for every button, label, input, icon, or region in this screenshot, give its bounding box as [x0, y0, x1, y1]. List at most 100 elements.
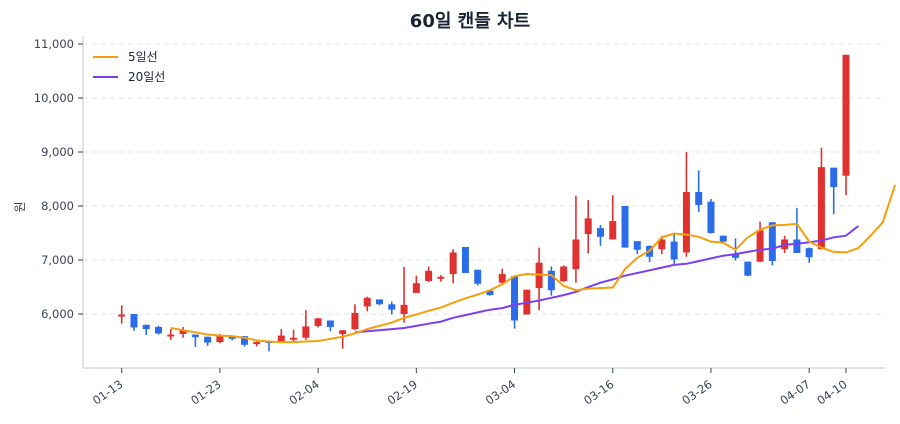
candle-body [744, 261, 752, 276]
candle-body [240, 336, 248, 345]
candle [498, 268, 506, 284]
candle-body [142, 324, 150, 330]
candle [756, 221, 764, 263]
x-tick-label: 01-23 [188, 377, 223, 408]
candle-body [363, 297, 371, 307]
candle [277, 329, 285, 343]
candle [830, 167, 838, 215]
x-tick-label: 04-07 [777, 377, 812, 408]
candle [609, 195, 617, 240]
candle [351, 304, 359, 331]
candle [511, 276, 519, 329]
grid-lines [83, 43, 885, 315]
x-tick-label: 02-04 [286, 377, 321, 408]
candle [376, 299, 384, 306]
candle [572, 195, 580, 283]
candle-body [179, 330, 187, 334]
candle [621, 206, 629, 248]
candle [253, 341, 261, 347]
candle [204, 336, 212, 346]
candle [805, 247, 813, 263]
candle [817, 147, 825, 250]
candle-body [204, 336, 212, 343]
candle [842, 54, 850, 196]
y-axis-ticks: 6,000 7,000 8,000 9,000 10,000 11,000 [34, 37, 83, 321]
candle [596, 224, 604, 246]
candle [560, 265, 568, 283]
x-tick-label: 01-13 [90, 377, 125, 408]
candle-body [695, 191, 703, 205]
candle [547, 266, 555, 296]
axes [82, 36, 885, 369]
candle-body [793, 239, 801, 253]
candle-body [842, 54, 850, 176]
candle [130, 314, 138, 331]
candle-body [228, 336, 236, 339]
candle-body [425, 270, 433, 282]
candle-body [560, 266, 568, 282]
legend: 5일선 20일선 [93, 50, 165, 84]
candle [363, 296, 371, 312]
candle [682, 152, 690, 257]
x-axis-ticks: 01-13 01-23 02-04 02-19 03-04 03-16 03-26 04-07… [90, 368, 850, 408]
candle [437, 275, 445, 282]
candle-body [290, 337, 298, 340]
candle-body [621, 206, 629, 248]
legend-ma20-label: 20일선 [128, 70, 165, 84]
candle-body [461, 247, 469, 273]
y-tick-label: 8,000 [41, 199, 74, 213]
y-axis-label: 원 [13, 201, 27, 212]
candle [707, 198, 715, 234]
candle-body [155, 326, 163, 334]
candle-body [596, 228, 604, 237]
candle [744, 261, 752, 277]
y-tick-label: 7,000 [41, 253, 74, 267]
candle-body [339, 330, 347, 334]
candle [302, 310, 310, 340]
candle [584, 200, 592, 254]
candle-body [253, 342, 261, 345]
x-tick-label: 03-04 [483, 377, 518, 408]
candle [695, 170, 703, 212]
x-tick-label: 04-10 [814, 377, 849, 408]
candle-body [314, 318, 322, 326]
candle-body [817, 167, 825, 250]
candle [449, 249, 457, 284]
y-tick-label: 11,000 [34, 37, 74, 51]
candle-body [130, 314, 138, 328]
candle [339, 330, 347, 349]
y-tick-label: 10,000 [34, 91, 74, 105]
candle [179, 326, 187, 338]
candle-body [326, 320, 334, 327]
candle-body [118, 314, 126, 317]
candle-body [412, 283, 420, 293]
candle [425, 266, 433, 283]
candle-body [449, 252, 457, 275]
candle-body [609, 221, 617, 240]
candle-body [400, 304, 408, 314]
candle-body [302, 326, 310, 338]
candle [486, 290, 494, 296]
candles [118, 54, 850, 352]
candle-body [682, 191, 690, 253]
candle [290, 329, 298, 342]
candle [191, 334, 199, 347]
candle [314, 317, 322, 328]
ma5-line [170, 184, 897, 344]
candle [670, 233, 678, 265]
candle-body [216, 335, 224, 343]
candle-body [498, 274, 506, 283]
y-tick-label: 6,000 [41, 307, 74, 321]
candle [326, 320, 334, 332]
candle-body [511, 276, 519, 321]
candle-body [768, 222, 776, 262]
x-tick-label: 03-26 [679, 377, 714, 408]
legend-ma5-label: 5일선 [128, 50, 158, 64]
candle [142, 324, 150, 336]
candle-body [474, 269, 482, 284]
candle-body [547, 270, 555, 291]
x-tick-label: 02-19 [385, 377, 420, 408]
candle [474, 269, 482, 286]
candle-body [670, 241, 678, 260]
